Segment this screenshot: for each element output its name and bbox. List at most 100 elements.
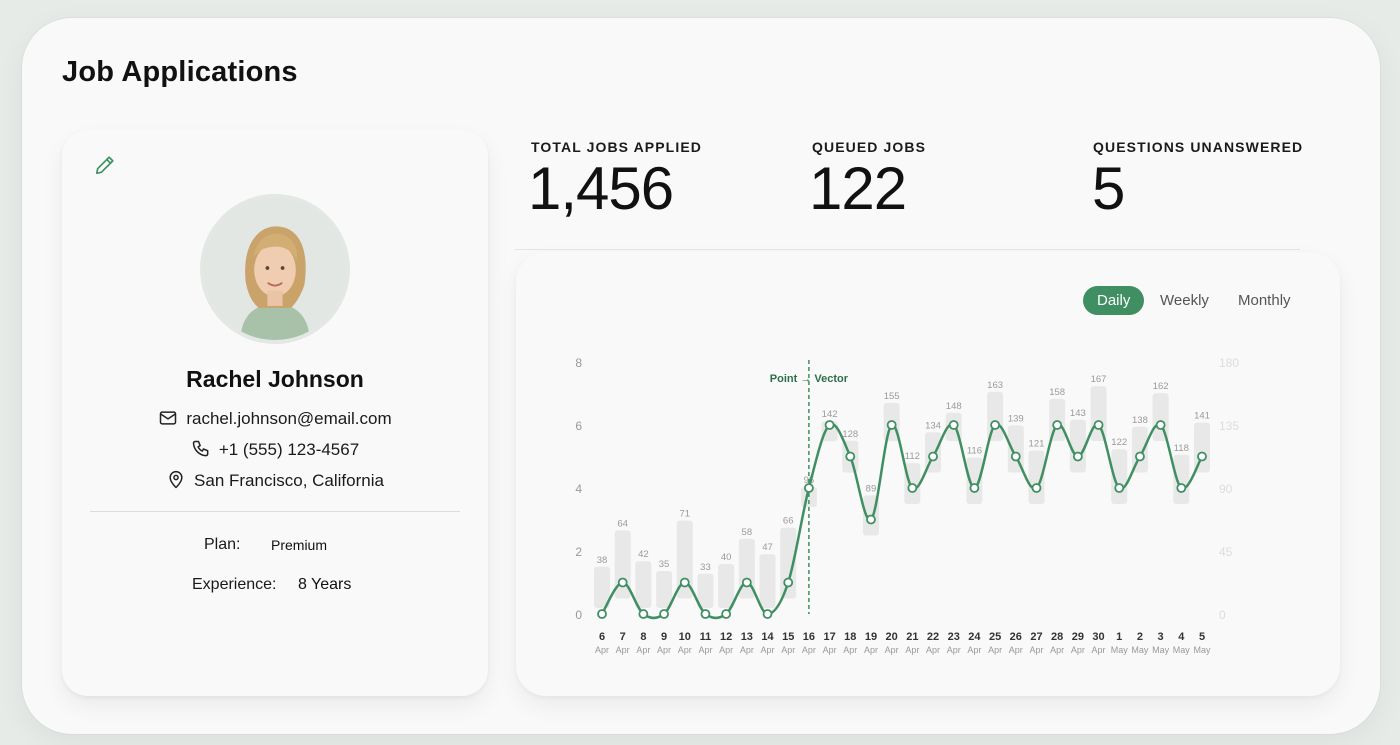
x-tick-month: May: [1111, 645, 1129, 655]
x-tick-day: 30: [1092, 631, 1104, 643]
x-tick-month: Apr: [678, 645, 692, 655]
bar: [759, 554, 776, 608]
x-tick-day: 21: [906, 631, 918, 643]
line-point: [928, 451, 938, 462]
y-left-tick-label: 0: [575, 608, 582, 622]
phone-icon: [191, 439, 211, 459]
line-point: [824, 420, 835, 430]
bar-value-label: 58: [742, 527, 753, 538]
x-tick-day: 16: [803, 631, 815, 643]
bar-value-label: 141: [1194, 411, 1210, 422]
bar-value-label: 64: [617, 518, 628, 529]
line-point: [1176, 483, 1187, 493]
x-tick-month: Apr: [781, 645, 795, 655]
line-point: [866, 514, 876, 525]
x-tick-day: 12: [720, 631, 732, 643]
x-tick-day: 4: [1178, 631, 1185, 643]
bar: [656, 571, 673, 608]
envelope-icon: [158, 408, 178, 428]
x-tick-month: Apr: [947, 645, 961, 655]
bar: [1152, 393, 1169, 441]
stat-label-questions-unanswered: QUESTIONS UNANSWERED: [1093, 139, 1304, 155]
experience-label: Experience:: [192, 576, 277, 593]
line-point: [679, 577, 690, 588]
bar-value-label: 89: [866, 483, 877, 494]
y-right-tick-label: 180: [1219, 356, 1239, 370]
line-point: [1197, 451, 1207, 462]
x-tick-day: 10: [679, 631, 691, 643]
x-tick-month: Apr: [967, 645, 981, 655]
bar: [594, 566, 610, 608]
x-tick-month: Apr: [761, 645, 775, 655]
x-tick-day: 9: [661, 631, 667, 643]
y-left-tick-label: 2: [575, 545, 582, 559]
annotation-label: Point → Vector: [770, 373, 849, 385]
x-tick-month: Apr: [1071, 645, 1085, 655]
bar-value-label: 35: [659, 559, 670, 570]
x-tick-day: 24: [968, 631, 981, 643]
x-tick-day: 17: [823, 631, 835, 643]
x-tick-month: Apr: [843, 645, 857, 655]
x-tick-month: May: [1193, 645, 1211, 655]
phone-text: +1 (555) 123-4567: [218, 440, 360, 459]
bar-value-label: 139: [1008, 413, 1024, 424]
bar: [1173, 454, 1190, 504]
bar-value-label: 122: [1111, 437, 1127, 448]
bar: [1194, 422, 1210, 473]
profile-name: Rachel Johnson: [186, 366, 364, 392]
line-point: [969, 483, 980, 493]
toggle-weekly[interactable]: Weekly: [1160, 292, 1209, 309]
x-tick-month: Apr: [1009, 645, 1023, 655]
stat-value-questions-unanswered: 5: [1092, 155, 1125, 222]
line-point: [783, 577, 794, 588]
stats-divider: [515, 249, 1300, 250]
x-tick-month: Apr: [698, 645, 712, 655]
bar-value-label: 142: [822, 409, 838, 420]
bar: [697, 573, 714, 608]
bar-value-label: 33: [700, 562, 711, 573]
x-tick-day: 11: [700, 631, 712, 643]
avatar: [200, 194, 350, 344]
x-tick-day: 15: [782, 631, 794, 643]
x-tick-month: May: [1173, 645, 1191, 655]
x-tick-day: 14: [761, 631, 774, 643]
toggle-daily[interactable]: Daily: [1083, 286, 1145, 315]
toggle-monthly[interactable]: Monthly: [1238, 292, 1291, 309]
x-tick-month: Apr: [802, 645, 816, 655]
bar-value-label: 47: [762, 542, 773, 553]
bar-value-label: 148: [946, 401, 962, 412]
phone-row[interactable]: +1 (555) 123-4567: [62, 439, 488, 460]
line-point: [948, 420, 959, 430]
x-tick-day: 29: [1072, 631, 1084, 643]
line-point: [1093, 420, 1104, 430]
x-tick-day: 2: [1137, 631, 1143, 643]
x-tick-day: 19: [865, 631, 877, 643]
chart-card: Daily Weekly Monthly 0 2 4 6 8 0 45 90 135 180 38 6…: [516, 252, 1340, 696]
bar: [1007, 425, 1024, 473]
x-tick-month: Apr: [1050, 645, 1064, 655]
line-point: [638, 609, 649, 619]
x-tick-month: Apr: [1092, 645, 1106, 655]
bar: [1131, 426, 1148, 473]
stat-label-queued-jobs: QUEUED JOBS: [812, 139, 927, 155]
profile-card: Rachel Johnson rachel.johnson@email.com …: [62, 130, 488, 696]
x-tick-day: 26: [1010, 631, 1022, 643]
bar: [966, 457, 983, 504]
y-right-tick-label: 0: [1219, 608, 1226, 622]
x-tick-month: Apr: [1029, 645, 1043, 655]
x-tick-month: Apr: [595, 645, 609, 655]
x-tick-month: Apr: [657, 645, 671, 655]
bar-value-label: 134: [925, 420, 941, 431]
email-row[interactable]: rachel.johnson@email.com: [62, 408, 488, 429]
line-point: [1010, 451, 1021, 462]
x-tick-day: 6: [599, 631, 605, 643]
line-point: [990, 420, 1001, 430]
bar: [1090, 386, 1107, 441]
stat-value-total-jobs: 1,456: [528, 155, 674, 222]
bar-value-label: 121: [1029, 439, 1045, 450]
pencil-icon[interactable]: [94, 154, 116, 176]
y-right-tick-label: 135: [1219, 419, 1239, 433]
bar-value-label: 116: [967, 446, 982, 457]
stat-label-total-jobs: TOTAL JOBS APPLIED: [531, 139, 702, 155]
x-tick-month: Apr: [823, 645, 837, 655]
